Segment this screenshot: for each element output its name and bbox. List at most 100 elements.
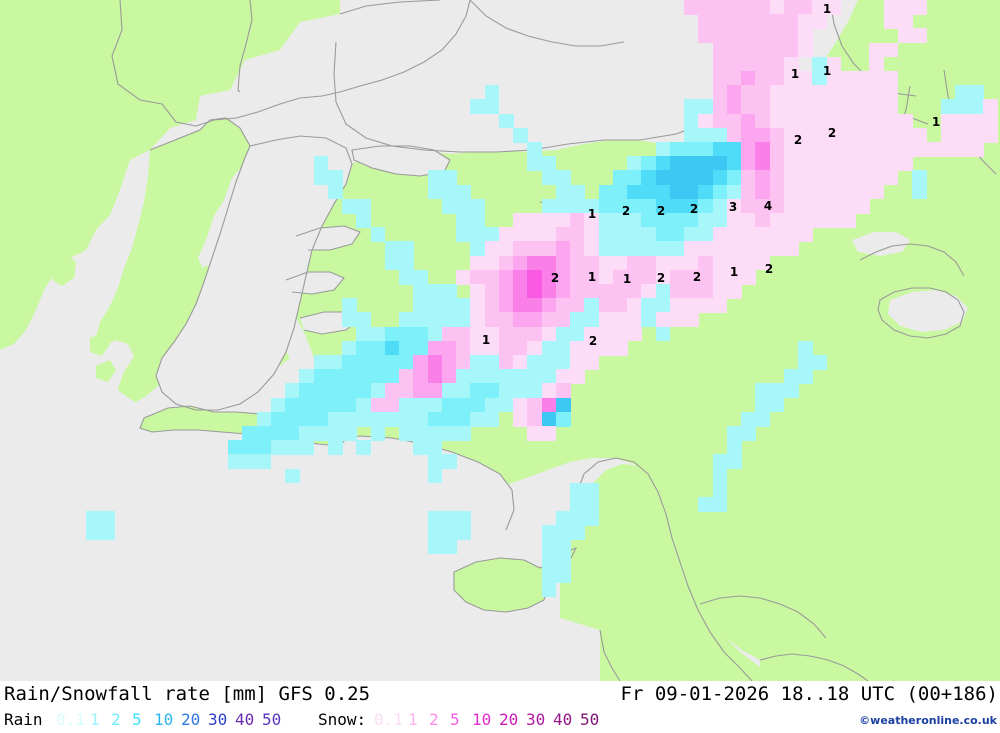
precip-cell: [313, 156, 329, 171]
precip-cell: [769, 383, 785, 399]
land-balkans-west: [0, 0, 340, 350]
precip-cell: [441, 369, 457, 384]
precip-cell: [270, 397, 286, 413]
precip-cell: [285, 440, 300, 455]
precip-cell: [470, 383, 486, 399]
precip-cell: [684, 312, 699, 328]
precip-cell: [484, 369, 500, 384]
land-levant: [560, 464, 770, 681]
precip-cell: [869, 170, 885, 186]
precip-cell: [641, 213, 657, 228]
precip-cell: [399, 269, 414, 285]
precip-cell: [684, 227, 699, 242]
precip-cell: [826, 85, 842, 100]
weather-map[interactable]: 1 1 1 1 2 2 1 2 2 2 3 4 2 1 1 2 2 1 2 1 2: [0, 0, 1000, 681]
precip-cell: [840, 170, 856, 186]
precip-cell: [712, 99, 728, 115]
precip-cell: [940, 113, 956, 129]
precip-cell: [527, 269, 543, 285]
precip-cell: [413, 383, 429, 399]
precip-cell: [456, 426, 471, 441]
precip-cell: [783, 241, 799, 257]
precip-cell: [384, 326, 400, 342]
precip-cell: [741, 269, 756, 285]
precip-value-label: 1: [622, 272, 632, 286]
precip-cell: [741, 42, 756, 58]
precip-cell: [698, 255, 714, 271]
precip-cell: [812, 184, 828, 200]
snow-legend-label: Snow:: [318, 710, 367, 729]
precip-cell: [698, 156, 714, 171]
precip-cell: [883, 156, 899, 171]
precip-cell: [441, 184, 457, 200]
precip-cell: [669, 269, 685, 285]
precip-cell: [612, 198, 628, 214]
precip-cell: [541, 326, 557, 342]
legend-step: 50: [580, 710, 600, 729]
precip-cell: [598, 312, 614, 328]
precip-cell: [299, 369, 315, 384]
precip-cell: [470, 355, 486, 370]
legend-step: 2: [111, 710, 121, 729]
precip-cell: [798, 71, 813, 86]
precip-cell: [470, 284, 486, 299]
precip-cell: [812, 99, 828, 115]
precip-cell: [456, 326, 471, 342]
precip-cell: [513, 355, 528, 370]
precip-cell: [954, 113, 970, 129]
precip-cell: [327, 184, 343, 200]
precip-cell: [897, 142, 913, 157]
precip-cell: [684, 198, 699, 214]
precip-cell: [712, 227, 728, 242]
precip-cell: [655, 170, 671, 186]
precip-cell: [669, 213, 685, 228]
precip-cell: [855, 198, 870, 214]
precip-cell: [612, 340, 628, 356]
precip-cell: [712, 156, 728, 171]
precip-cell: [712, 184, 728, 200]
precip-value-label: 3: [728, 200, 738, 214]
precip-cell: [427, 326, 443, 342]
precip-cell: [570, 312, 585, 328]
precip-cell: [370, 369, 386, 384]
precip-cell: [883, 85, 899, 100]
precip-cell: [570, 369, 585, 384]
precip-cell: [812, 355, 828, 370]
precip-cell: [627, 255, 642, 271]
precip-cell: [698, 113, 714, 129]
precip-cell: [555, 411, 571, 427]
precip-cell: [384, 383, 400, 399]
precip-cell: [983, 127, 999, 143]
precip-cell: [698, 127, 714, 143]
precip-cell: [456, 184, 471, 200]
precip-value-label: 1: [822, 2, 832, 16]
precip-cell: [712, 56, 728, 72]
precip-cell: [627, 241, 642, 257]
precip-cell: [413, 340, 429, 356]
precip-cell: [627, 227, 642, 242]
precip-cell: [741, 14, 756, 29]
precip-cell: [541, 525, 557, 541]
precip-cell: [513, 397, 528, 413]
precip-cell: [441, 284, 457, 299]
precip-cell: [897, 113, 913, 129]
precip-cell: [413, 369, 429, 384]
precip-cell: [242, 454, 258, 470]
precip-cell: [912, 142, 927, 157]
precip-cell: [456, 397, 471, 413]
precip-cell: [883, 99, 899, 115]
precip-cell: [684, 213, 699, 228]
precip-cell: [584, 284, 600, 299]
precip-cell: [399, 241, 414, 257]
precip-cell: [798, 340, 813, 356]
precip-cell: [470, 298, 486, 313]
precip-cell: [969, 113, 984, 129]
precip-cell: [370, 383, 386, 399]
precip-cell: [427, 468, 443, 484]
precip-cell: [441, 539, 457, 555]
precip-cell: [413, 298, 429, 313]
precip-cell: [598, 326, 614, 342]
precip-cell: [655, 184, 671, 200]
precip-cell: [285, 411, 300, 427]
precip-cell: [783, 113, 799, 129]
